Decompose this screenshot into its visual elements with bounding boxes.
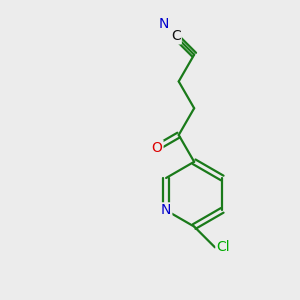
Text: O: O — [152, 140, 163, 154]
Text: N: N — [161, 203, 171, 218]
Text: Cl: Cl — [216, 240, 230, 254]
Text: C: C — [171, 29, 181, 44]
Text: N: N — [159, 17, 169, 32]
